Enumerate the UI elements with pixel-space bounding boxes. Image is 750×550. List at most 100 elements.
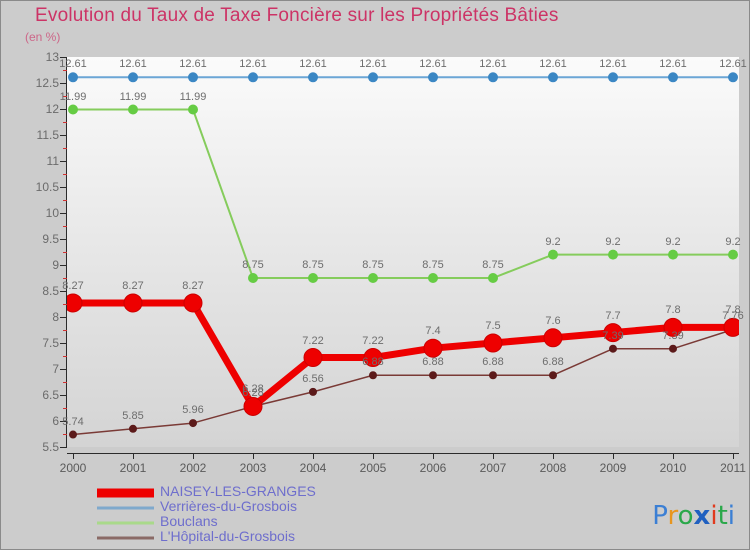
y-axis-tick <box>60 369 66 370</box>
y-axis-tick-label: 8.5 <box>42 284 59 298</box>
x-axis-tick <box>313 453 314 459</box>
data-point-marker <box>363 348 383 368</box>
data-point-label: 12.61 <box>119 58 147 71</box>
data-point-marker <box>608 72 618 83</box>
data-point-marker <box>308 72 318 83</box>
y-axis-minor-tick <box>63 200 67 201</box>
data-point-label: 12.61 <box>299 58 327 71</box>
data-point-label: 7.8 <box>725 304 741 317</box>
data-point-marker <box>549 371 557 380</box>
data-point-marker <box>68 72 78 83</box>
data-point-label: 6.88 <box>422 356 444 369</box>
data-point-marker <box>189 419 197 428</box>
legend-item[interactable]: Verrières-du-Grosbois <box>97 498 497 515</box>
legend-item[interactable]: Bouclans <box>97 513 497 530</box>
data-point-label: 5.96 <box>182 404 204 417</box>
logo-letter-o: o <box>677 501 694 531</box>
data-point-label: 8.27 <box>62 279 84 292</box>
x-axis-tick <box>613 453 614 459</box>
data-point-marker <box>728 72 738 83</box>
y-axis-labels: 5.5 6 6.5 7 7.5 8 8.5 9 9.5 10 10.5 11 11.5 12 12.5 13 <box>17 1 59 549</box>
x-axis <box>67 453 739 454</box>
data-point-label: 6.88 <box>542 356 564 369</box>
data-point-marker <box>548 249 558 260</box>
y-axis-tick <box>60 239 66 240</box>
x-axis-tick-label: 2010 <box>659 461 687 475</box>
legend-item[interactable]: L'Hôpital-du-Grosbois <box>97 528 497 545</box>
x-axis-tick <box>493 453 494 459</box>
data-point-marker <box>248 72 258 83</box>
x-axis-tick-label: 2008 <box>539 461 567 475</box>
data-point-label: 12.61 <box>359 58 387 71</box>
data-point-marker <box>128 72 138 83</box>
proxiti-logo[interactable]: Proxiti <box>652 500 735 531</box>
y-axis-tick-label: 11.5 <box>36 128 59 142</box>
y-axis-minor-tick <box>63 122 67 123</box>
data-point-label: 6.28 <box>242 383 264 396</box>
data-point-label: 7.6 <box>545 314 561 327</box>
data-point-label: 7.39 <box>602 329 624 342</box>
data-point-marker <box>188 72 198 83</box>
x-axis-tick <box>553 453 554 459</box>
data-point-label: 8.27 <box>122 279 144 292</box>
data-point-marker <box>428 273 438 283</box>
data-point-label: 12.61 <box>719 58 747 71</box>
y-axis-tick-label: 13 <box>45 50 59 64</box>
data-point-label: 8.75 <box>362 259 384 271</box>
data-point-marker <box>303 348 323 368</box>
data-point-marker <box>183 293 203 313</box>
data-point-label: 8.75 <box>482 259 504 271</box>
data-point-label: 7.5 <box>485 320 501 332</box>
data-point-label: 6.28 <box>242 387 264 400</box>
data-point-marker <box>369 371 377 380</box>
y-axis-tick-label: 12.5 <box>35 76 59 90</box>
y-axis-minor-tick <box>63 148 67 149</box>
x-axis-tick-label: 2002 <box>179 461 207 475</box>
series-line <box>72 108 734 279</box>
page-title: Evolution du Taux de Taxe Foncière sur l… <box>35 5 559 26</box>
x-axis-tick-label: 2000 <box>59 461 87 475</box>
data-point-label: 6.88 <box>362 356 384 369</box>
x-axis-tick <box>253 453 254 459</box>
y-axis-minor-tick <box>63 356 67 357</box>
data-point-marker <box>308 273 318 283</box>
data-point-label: 8.75 <box>242 259 264 271</box>
data-point-marker <box>368 273 378 283</box>
data-point-label: 7.7 <box>605 309 621 322</box>
legend-color-swatch <box>97 506 154 509</box>
y-axis-tick <box>60 109 66 110</box>
x-axis-tick <box>73 453 74 459</box>
x-axis-tick-label: 2003 <box>239 461 267 475</box>
y-axis-minor-tick <box>63 382 67 383</box>
data-point-label: 12.61 <box>179 58 207 71</box>
y-axis-tick <box>60 135 66 136</box>
data-point-label: 12.61 <box>239 58 267 71</box>
y-axis-tick <box>60 421 66 422</box>
y-axis-tick <box>60 57 66 58</box>
legend-item-label: Bouclans <box>160 513 218 529</box>
data-point-label: 5.85 <box>122 409 144 422</box>
legend-item-label: Verrières-du-Grosbois <box>160 498 297 514</box>
data-point-label: 11.99 <box>59 90 87 103</box>
y-axis-tick-label: 7.5 <box>42 336 59 350</box>
y-axis-minor-tick <box>63 408 67 409</box>
y-axis-tick-label: 10.5 <box>35 180 59 194</box>
data-point-label: 6.88 <box>482 356 504 369</box>
legend-item-label: NAISEY-LES-GRANGES <box>160 483 316 499</box>
y-axis-tick <box>60 187 66 188</box>
data-point-label: 8.75 <box>422 259 444 271</box>
y-axis-tick <box>60 447 66 448</box>
data-point-label: 9.2 <box>605 235 621 248</box>
data-point-marker <box>68 104 78 115</box>
data-point-label: 9.2 <box>665 235 681 248</box>
y-axis-minor-tick <box>63 252 67 253</box>
y-axis-tick-label: 8 <box>52 310 59 324</box>
y-axis-minor-tick <box>63 174 67 175</box>
x-axis-tick-label: 2007 <box>479 461 507 475</box>
data-point-marker <box>368 72 378 83</box>
legend-item[interactable]: NAISEY-LES-GRANGES <box>97 483 497 500</box>
data-point-label: 12.61 <box>419 58 447 71</box>
data-point-marker <box>608 249 618 260</box>
logo-letter-r: r <box>667 501 678 531</box>
y-axis-tick <box>60 83 66 84</box>
